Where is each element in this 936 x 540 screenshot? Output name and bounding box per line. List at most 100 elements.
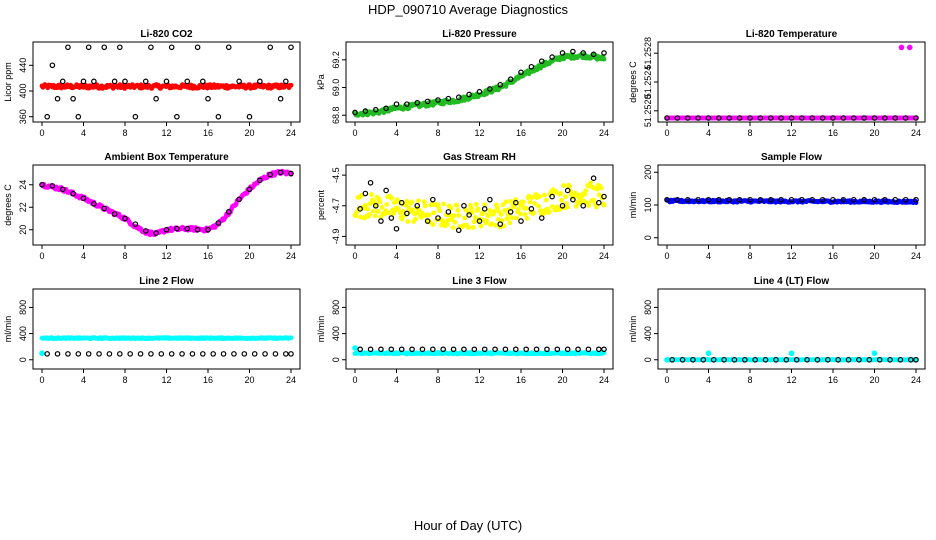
data-point (788, 115, 795, 121)
data-point (395, 206, 401, 212)
data-point (564, 201, 569, 207)
marks-li-820-pressure (352, 48, 607, 118)
x-tick-label: 0 (39, 375, 44, 385)
data-point (473, 201, 479, 207)
data-point (455, 207, 461, 213)
data-point (559, 50, 566, 56)
data-point (466, 91, 472, 98)
x-tick-label: 4 (394, 375, 399, 385)
x-tick-label: 12 (161, 251, 171, 261)
x-tick-label: 20 (244, 128, 254, 138)
data-point (509, 215, 515, 221)
x-tick-label: 24 (599, 375, 609, 385)
data-point (54, 351, 61, 357)
data-point (585, 346, 592, 353)
data-point (106, 351, 113, 357)
data-point (117, 351, 123, 357)
data-point (788, 196, 795, 203)
data-point (424, 218, 431, 224)
data-point (500, 202, 506, 208)
x-tick-label: 24 (599, 251, 609, 261)
data-point (215, 113, 222, 120)
x-tick-label: 20 (869, 251, 879, 261)
data-point (132, 113, 139, 120)
data-point (288, 351, 294, 357)
data-point (288, 170, 294, 177)
data-point (596, 192, 602, 198)
data-point (866, 356, 873, 363)
data-point (455, 227, 462, 234)
data-point (705, 115, 712, 121)
marks-line-4-lt-flow (664, 350, 919, 363)
data-point (450, 225, 456, 231)
data-point (533, 346, 540, 353)
data-point (117, 44, 123, 51)
data-point (456, 213, 462, 218)
data-point (357, 346, 363, 353)
x-tick-label: 24 (286, 128, 296, 138)
data-point (379, 204, 385, 210)
x-tick-label: 24 (911, 375, 921, 385)
data-point (419, 346, 426, 353)
data-point (200, 351, 206, 357)
panel-title-ambient-box-temperature: Ambient Box Temperature (104, 152, 229, 163)
data-point (549, 54, 555, 60)
data-point (492, 346, 498, 353)
data-point (742, 356, 748, 363)
data-point (778, 115, 784, 121)
x-tick-label: 8 (435, 375, 440, 385)
y-tick-label: 69.0 (331, 79, 341, 97)
data-point (591, 197, 596, 203)
data-point (588, 180, 593, 186)
x-tick-label: 24 (599, 128, 609, 138)
data-point (210, 351, 216, 357)
data-point (404, 101, 410, 107)
data-point (393, 101, 400, 107)
data-point (184, 78, 191, 85)
data-point (819, 196, 826, 203)
data-point (439, 222, 444, 228)
data-point (580, 50, 587, 56)
data-point (601, 193, 607, 200)
data-point (819, 115, 826, 121)
data-point (468, 205, 474, 211)
figure-title: HDP_090710 Average Diagnostics (368, 2, 568, 17)
data-point (799, 115, 805, 121)
data-point (559, 202, 566, 209)
data-point (850, 196, 857, 203)
data-point (481, 346, 488, 353)
x-tick-label: 12 (474, 128, 484, 138)
data-point (257, 177, 263, 184)
data-point (497, 221, 504, 227)
data-point (840, 196, 847, 203)
data-point (564, 187, 571, 194)
y-tick-label: -4.5 (331, 167, 341, 183)
data-point (471, 219, 477, 225)
data-point (445, 95, 452, 102)
data-point (367, 179, 374, 186)
y-tick-label: 0 (331, 357, 341, 362)
data-point (416, 198, 421, 204)
y-tick-label: 400 (331, 326, 341, 341)
data-point (487, 86, 493, 92)
data-point (559, 197, 565, 203)
data-point (511, 204, 517, 210)
y-tick-label: 22 (18, 202, 28, 212)
data-point (179, 351, 185, 357)
x-tick-label: 20 (557, 375, 567, 385)
data-point (39, 181, 45, 188)
data-point (871, 196, 878, 203)
x-tick-label: 12 (161, 375, 171, 385)
data-point (142, 228, 149, 234)
data-point (283, 351, 289, 357)
data-point (537, 194, 542, 199)
data-point (876, 356, 883, 363)
y-axis-label: ml/min (628, 192, 638, 219)
data-point (430, 222, 436, 227)
data-point (368, 192, 374, 197)
data-point (840, 115, 847, 121)
x-tick-label: 0 (352, 128, 357, 138)
data-point (498, 211, 504, 217)
data-point (44, 351, 50, 357)
